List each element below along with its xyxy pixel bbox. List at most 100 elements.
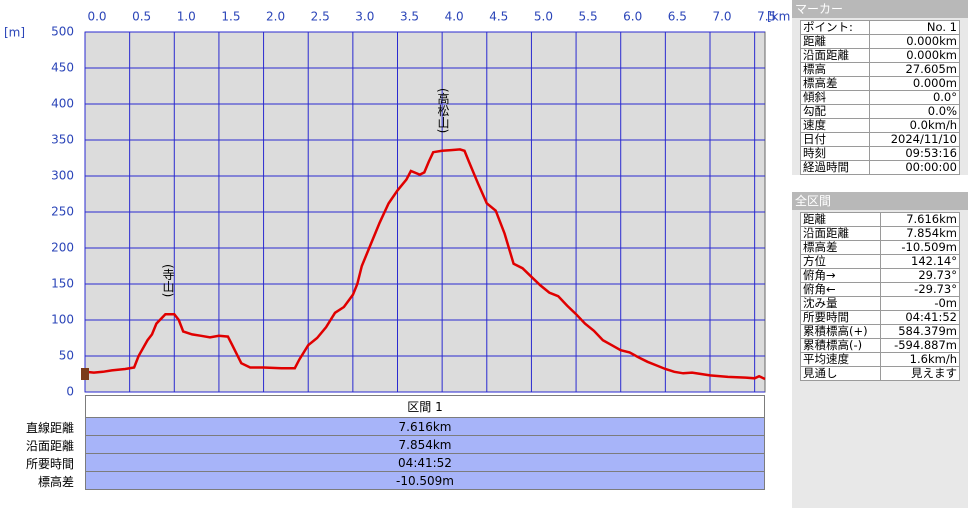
info-row: 距離 0.000km	[799, 34, 960, 49]
panel-title: 全区間	[792, 192, 968, 210]
x-tick-label: 6.0	[623, 10, 642, 24]
info-value: 0.0km/h	[869, 118, 960, 133]
y-tick-label: 300	[51, 169, 74, 183]
x-tick-label: 1.5	[221, 10, 240, 24]
annotation: (寺山)	[161, 264, 175, 298]
info-value: 142.14°	[880, 254, 960, 269]
info-row: 標高 27.605m	[799, 62, 960, 77]
info-row: 平均速度 1.6km/h	[799, 352, 960, 367]
section-table: 区間 1 7.616km 7.854km 04:41:52 -10.509m	[85, 395, 765, 490]
section-label: 所要時間	[25, 457, 74, 471]
info-value: 0.0%	[869, 104, 960, 119]
panel-title: マーカー	[792, 0, 968, 18]
info-row: 日付 2024/11/10	[799, 132, 960, 147]
info-value: 00:00:00	[869, 160, 960, 175]
info-value: 0.0°	[869, 90, 960, 105]
y-tick-label: 100	[51, 313, 74, 327]
info-row: 累積標高(+) 584.379m	[799, 324, 960, 339]
info-row: 標高差 0.000m	[799, 76, 960, 91]
x-tick-label: 2.0	[266, 10, 285, 24]
y-tick-label: 350	[51, 133, 74, 147]
info-row: 沿面距離 7.854km	[799, 226, 960, 241]
marker-panel: マーカー ポイント: No. 1 距離 0.000km 沿面距離 0.000km 標高 27.…	[792, 0, 968, 175]
x-tick-label: 0.5	[132, 10, 151, 24]
info-value: 04:41:52	[880, 310, 960, 325]
y-tick-label: 150	[51, 277, 74, 291]
info-row: 方位 142.14°	[799, 254, 960, 269]
section-label: 沿面距離	[25, 439, 74, 453]
info-value: 0.000km	[869, 48, 960, 63]
info-value: -594.887m	[880, 338, 960, 353]
section-value: 7.854km	[85, 435, 765, 454]
info-label: 速度	[799, 118, 871, 133]
section-row: 7.854km	[85, 435, 765, 454]
info-value: 09:53:16	[869, 146, 960, 161]
info-row: 勾配 0.0%	[799, 104, 960, 119]
elevation-line	[84, 148, 766, 381]
info-row: 標高差 -10.509m	[799, 240, 960, 255]
y-tick-label: 450	[51, 61, 74, 75]
info-label: 俯角→	[799, 268, 882, 283]
info-label: 沈み量	[799, 296, 882, 311]
section-value: 04:41:52	[85, 453, 765, 472]
y-tick-label: 250	[51, 205, 74, 219]
info-label: 標高差	[799, 240, 882, 255]
info-value: -10.509m	[880, 240, 960, 255]
info-label: 累積標高(+)	[799, 324, 882, 339]
info-label: 時刻	[799, 146, 871, 161]
info-label: 距離	[799, 34, 871, 49]
info-label: 標高差	[799, 76, 871, 91]
y-tick-label: 50	[59, 349, 74, 363]
x-tick-label: 3.5	[400, 10, 419, 24]
info-row: 累積標高(-) -594.887m	[799, 338, 960, 353]
info-row: 速度 0.0km/h	[799, 118, 960, 133]
x-tick-label: 2.5	[311, 10, 330, 24]
y-tick-label: 400	[51, 97, 74, 111]
info-value: 27.605m	[869, 62, 960, 77]
info-label: 平均速度	[799, 352, 882, 367]
info-value: 584.379m	[880, 324, 960, 339]
info-value: 見えます	[880, 366, 960, 381]
section-value: 7.616km	[85, 417, 765, 436]
y-tick-label: 0	[66, 385, 74, 399]
info-label: 距離	[799, 212, 882, 227]
info-row: 距離 7.616km	[799, 212, 960, 227]
info-label: 見通し	[799, 366, 882, 381]
x-tick-label: 0.0	[87, 10, 106, 24]
info-label: 俯角←	[799, 282, 882, 297]
info-label: ポイント:	[799, 20, 871, 35]
info-label: 所要時間	[799, 310, 882, 325]
info-row: 傾斜 0.0°	[799, 90, 960, 105]
info-row: 見通し 見えます	[799, 366, 960, 381]
info-label: 経過時間	[799, 160, 871, 175]
y-unit: [m]	[4, 26, 25, 40]
section-header: 区間 1	[85, 395, 765, 418]
info-label: 沿面距離	[799, 226, 882, 241]
info-value: 0.000m	[869, 76, 960, 91]
x-tick-label: 3.0	[355, 10, 374, 24]
info-value: 1.6km/h	[880, 352, 960, 367]
info-label: 勾配	[799, 104, 871, 119]
info-row: 俯角→ 29.73°	[799, 268, 960, 283]
info-value: 7.616km	[880, 212, 960, 227]
y-tick-label: 500	[51, 25, 74, 39]
info-label: 方位	[799, 254, 882, 269]
info-row: 沈み量 -0m	[799, 296, 960, 311]
info-value: -0m	[880, 296, 960, 311]
x-tick-label: 4.5	[489, 10, 508, 24]
info-row: 時刻 09:53:16	[799, 146, 960, 161]
section-row: 04:41:52	[85, 453, 765, 472]
info-label: 沿面距離	[799, 48, 871, 63]
x-tick-label: 4.0	[445, 10, 464, 24]
marker-icon	[81, 368, 89, 380]
x-tick-label: 5.5	[579, 10, 598, 24]
marker-table: ポイント: No. 1 距離 0.000km 沿面距離 0.000km 標高 27.605m 標…	[799, 20, 960, 175]
info-row: ポイント: No. 1	[799, 20, 960, 35]
section-value: -10.509m	[85, 471, 765, 490]
info-label: 傾斜	[799, 90, 871, 105]
total-table: 距離 7.616km 沿面距離 7.854km 標高差 -10.509m 方位 142.14°…	[799, 212, 960, 381]
info-value: 7.854km	[880, 226, 960, 241]
info-row: 沿面距離 0.000km	[799, 48, 960, 63]
info-row: 経過時間 00:00:00	[799, 160, 960, 175]
